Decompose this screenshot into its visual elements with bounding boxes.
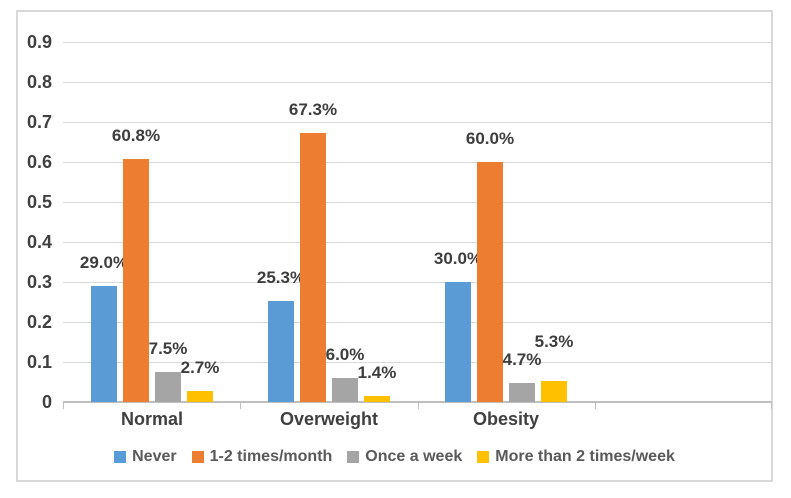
legend-label: 1-2 times/month [209, 448, 333, 465]
bar [300, 133, 326, 402]
legend-swatch [347, 450, 360, 463]
bar [187, 391, 213, 402]
y-axis-tick-label: 0.3 [26, 272, 52, 292]
gridline [63, 242, 772, 243]
y-axis-tick-label: 0.6 [26, 152, 52, 172]
gridline [63, 202, 772, 203]
x-axis-category-label: Overweight [279, 409, 379, 429]
x-axis-category-label: Normal [120, 409, 184, 429]
bar [155, 372, 181, 402]
legend-label: Never [132, 448, 177, 465]
bar [123, 159, 149, 402]
bar-data-label: 29.0% [79, 253, 129, 272]
legend-swatch [477, 450, 490, 463]
bar-data-label: 30.0% [433, 249, 483, 268]
bar-data-label: 1.4% [357, 363, 397, 382]
legend-swatch [191, 450, 204, 463]
legend: Never 1-2 times/month Once a week More than… [16, 447, 773, 466]
bar [332, 378, 358, 402]
bar-data-label: 4.7% [502, 350, 542, 369]
bar-data-label: 6.0% [325, 345, 365, 364]
bar-data-label: 2.7% [180, 358, 220, 377]
legend-item: 1-2 times/month [191, 447, 333, 466]
gridline [63, 362, 772, 363]
gridline [63, 122, 772, 123]
bar [541, 381, 567, 402]
y-axis-tick-label: 0.2 [26, 312, 52, 332]
gridline [63, 42, 772, 43]
x-axis-tick [418, 403, 419, 409]
x-axis-category-label: Obesity [472, 409, 540, 429]
legend-item: More than 2 times/week [477, 447, 675, 466]
y-axis-tick-label: 0.1 [26, 352, 52, 372]
bar-data-label: 25.3% [256, 268, 306, 287]
gridline [63, 82, 772, 83]
x-axis-tick [63, 403, 64, 409]
bar [477, 162, 503, 402]
bar-data-label: 60.8% [111, 126, 161, 145]
plot-area: 29.0% 60.8% 7.5% 2.7% Normal 25.3% 67.3% 6.0% 1.… [63, 42, 772, 429]
bar-data-label: 67.3% [288, 100, 338, 119]
x-axis-line [63, 401, 772, 403]
legend-item: Once a week [347, 447, 462, 466]
gridline [63, 282, 772, 283]
legend-label: Once a week [365, 448, 463, 465]
x-axis-tick [240, 403, 241, 409]
bar [268, 301, 294, 402]
bar-data-label: 5.3% [534, 332, 574, 351]
bar [91, 286, 117, 402]
y-axis-tick-label: 0.8 [26, 72, 52, 92]
y-axis-tick-label: 0 [41, 392, 52, 412]
y-axis-tick-label: 0.7 [26, 112, 52, 132]
bar [364, 396, 390, 402]
gridline [63, 162, 772, 163]
gridline [63, 322, 772, 323]
x-axis-tick [595, 403, 596, 409]
legend-swatch [114, 450, 127, 463]
bar-data-label: 60.0% [465, 129, 515, 148]
bar [509, 383, 535, 402]
y-axis-tick-label: 0.9 [26, 32, 52, 52]
legend-label: More than 2 times/week [495, 448, 675, 465]
y-axis-tick-label: 0.4 [26, 232, 52, 252]
x-axis-tick [771, 403, 772, 409]
y-axis-tick-label: 0.5 [26, 192, 52, 212]
bar [445, 282, 471, 402]
bar-data-label: 7.5% [148, 339, 188, 358]
legend-item: Never [114, 447, 177, 466]
